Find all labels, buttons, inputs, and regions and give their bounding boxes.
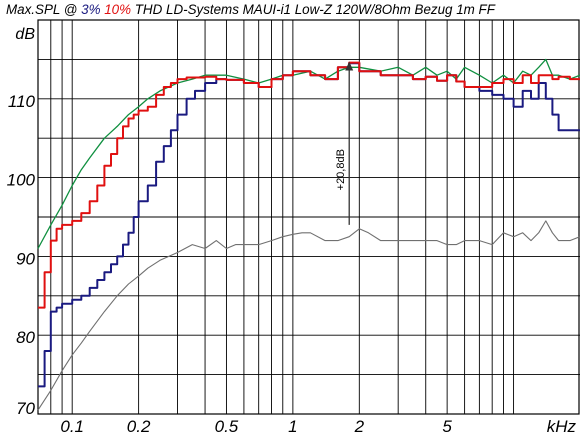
series-line-green <box>37 58 580 249</box>
title-thd10: 10% <box>104 2 132 17</box>
annotation-label: +20,8dB <box>335 149 347 190</box>
y-tick-label-90: 90 <box>16 249 35 268</box>
annotation-arrow-head <box>345 61 354 71</box>
title-suffix: THD LD-Systems MAUI-i1 Low-Z 120W/8Ohm B… <box>131 2 495 17</box>
x-tick-label-5: 5 <box>442 417 452 435</box>
grid <box>37 19 580 415</box>
y-tick-label-80: 80 <box>16 328 35 347</box>
series-line-blue <box>38 62 580 388</box>
y-tick-label-110: 110 <box>8 92 36 111</box>
y-axis-label: dB <box>15 26 35 43</box>
y-tick-label-70: 70 <box>16 399 35 418</box>
x-tick-label-0.2: 0.2 <box>127 417 151 435</box>
series-group <box>37 58 580 411</box>
x-tick-label-1: 1 <box>288 417 297 435</box>
series-line-gray <box>37 220 580 411</box>
title-thd3: 3% <box>81 2 101 17</box>
series-line-red <box>38 61 580 309</box>
x-tick-label-2: 2 <box>354 417 365 435</box>
title-prefix: Max.SPL @ <box>6 2 82 17</box>
annotation: +20,8dB <box>335 61 354 225</box>
x-axis-label: kHz <box>547 417 577 435</box>
tick-labels: 70 80 90 100 110 dB 0.1 0.2 0.5 1 2 5 kHz <box>7 26 577 435</box>
chart-title: Max.SPL @ 3% 10% THD LD-Systems MAUI-i1 … <box>0 0 580 20</box>
x-tick-label-0.1: 0.1 <box>60 417 84 435</box>
x-tick-label-0.5: 0.5 <box>215 417 239 435</box>
y-tick-label-100: 100 <box>7 171 36 190</box>
